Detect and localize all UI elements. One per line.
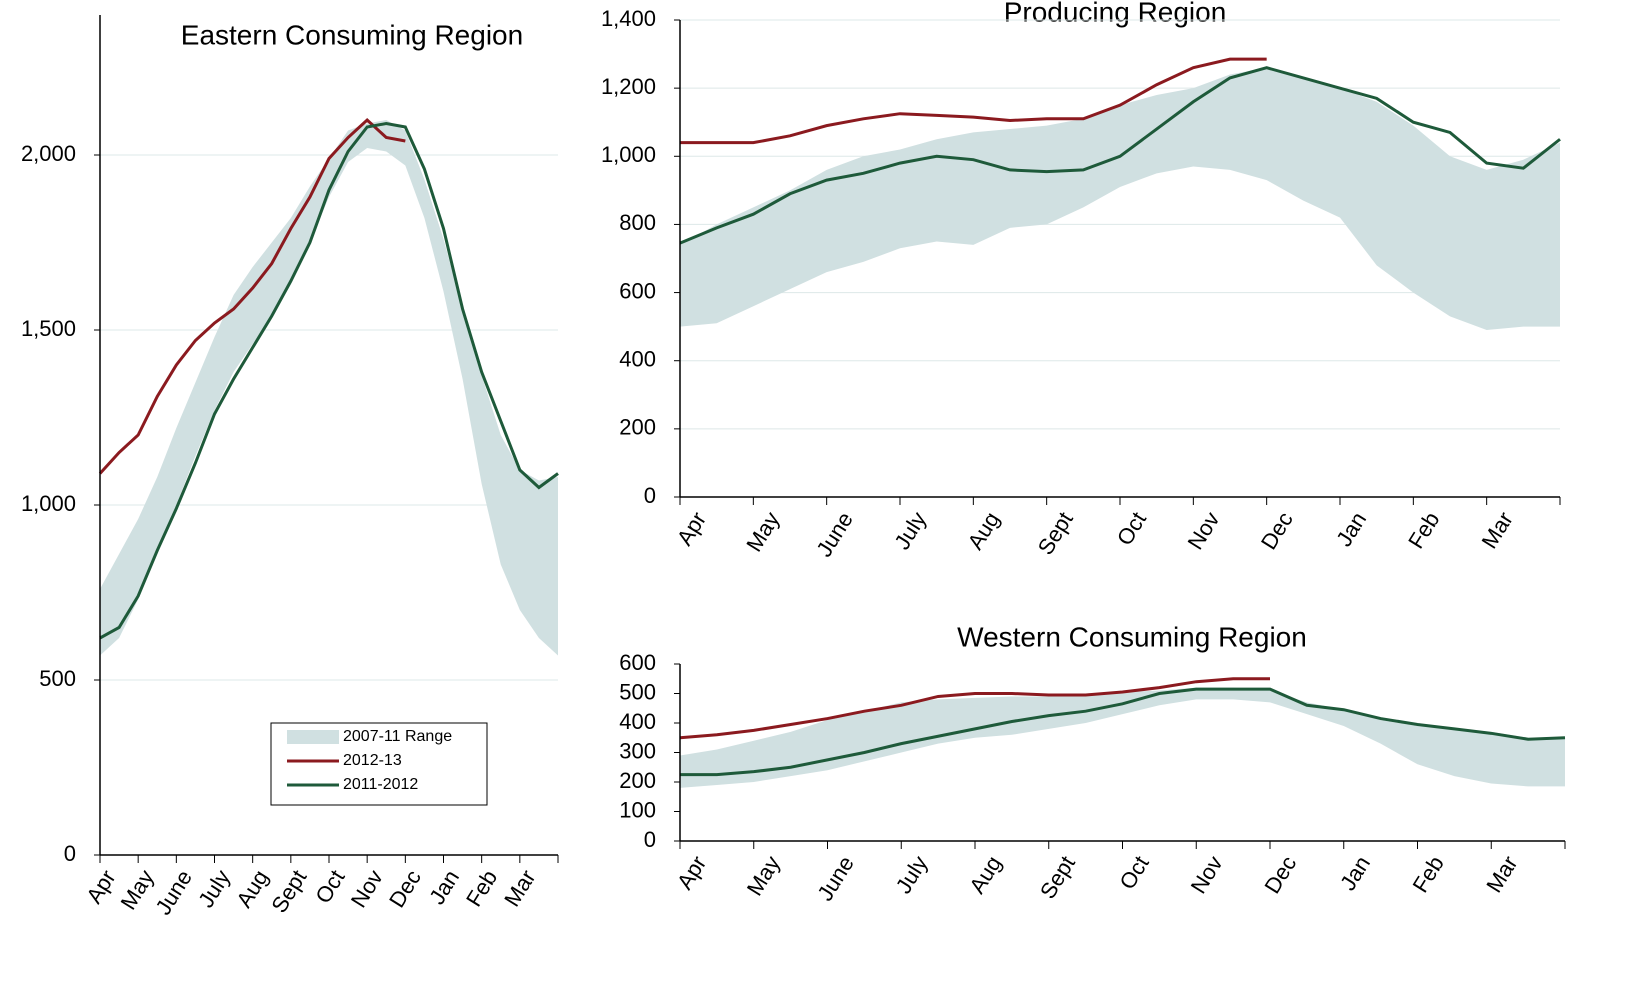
y-tick-label: 1,200 [601, 74, 656, 99]
x-tick-label: Jan [1335, 851, 1375, 894]
y-tick-label: 600 [619, 650, 656, 675]
x-tick-label: Sept [266, 865, 311, 917]
x-tick-label: Dec [384, 865, 426, 911]
x-tick-label: Nov [1186, 851, 1228, 897]
y-tick-label: 800 [619, 210, 656, 235]
x-tick-label: July [891, 851, 933, 897]
x-tick-label: Sept [1035, 851, 1080, 903]
x-tick-label: Feb [1403, 507, 1444, 552]
x-tick-label: Oct [1114, 851, 1153, 893]
legend-label: 2012-13 [343, 752, 402, 769]
y-tick-label: 500 [39, 666, 76, 691]
x-tick-label: Jan [424, 865, 464, 908]
y-tick-label: 600 [619, 278, 656, 303]
legend-swatch [287, 730, 339, 744]
x-tick-label: Dec [1259, 851, 1301, 897]
legend-label: 2011-2012 [343, 776, 418, 793]
y-tick-label: 1,400 [601, 6, 656, 31]
x-tick-label: Oct [1112, 507, 1151, 549]
y-tick-label: 0 [644, 483, 656, 508]
x-tick-label: Mar [1481, 851, 1522, 896]
x-tick-label: July [889, 507, 931, 553]
y-tick-label: 200 [619, 768, 656, 793]
x-tick-label: Oct [310, 865, 349, 907]
x-tick-label: Dec [1256, 507, 1298, 553]
y-tick-label: 0 [644, 827, 656, 852]
series-line [98, 117, 406, 475]
x-tick-label: May [741, 507, 784, 555]
range-area [100, 120, 558, 656]
x-tick-label: Nov [1183, 507, 1225, 553]
series-line [680, 57, 1267, 145]
x-tick-label: June [811, 507, 857, 561]
x-tick-label: July [193, 865, 235, 911]
chart-title: Eastern Consuming Region [181, 19, 523, 50]
x-tick-label: Apr [672, 507, 711, 549]
y-tick-label: 1,000 [21, 491, 76, 516]
x-tick-label: Feb [1407, 851, 1448, 896]
x-tick-label: Jan [1331, 507, 1371, 550]
x-tick-label: Mar [1477, 507, 1518, 552]
y-tick-label: 200 [619, 415, 656, 440]
x-tick-label: May [742, 851, 785, 899]
x-tick-label: Aug [964, 851, 1006, 897]
x-tick-label: Aug [963, 507, 1005, 553]
y-tick-label: 100 [619, 797, 656, 822]
series-line [679, 66, 1561, 245]
chart-title: Producing Region [1004, 0, 1227, 27]
x-tick-label: Sept [1033, 507, 1078, 559]
y-tick-label: 1,000 [601, 142, 656, 167]
x-tick-label: June [150, 865, 196, 919]
series-line [680, 687, 1566, 777]
series-line [679, 677, 1270, 740]
y-tick-label: 500 [619, 679, 656, 704]
range-area [680, 67, 1560, 331]
y-tick-label: 300 [619, 738, 656, 763]
y-tick-label: 2,000 [21, 141, 76, 166]
x-tick-label: Mar [499, 865, 540, 910]
legend-label: 2007-11 Range [343, 728, 452, 745]
x-tick-label: Nov [346, 865, 388, 911]
y-tick-label: 0 [64, 841, 76, 866]
y-tick-label: 1,500 [21, 316, 76, 341]
series-line [99, 121, 559, 640]
x-tick-label: Apr [672, 851, 711, 893]
y-tick-label: 400 [619, 709, 656, 734]
range-area [680, 687, 1565, 788]
x-tick-label: Feb [461, 865, 502, 910]
x-tick-label: June [812, 851, 858, 905]
x-tick-label: Apr [81, 865, 120, 907]
y-tick-label: 400 [619, 347, 656, 372]
chart-title: Western Consuming Region [957, 621, 1307, 652]
